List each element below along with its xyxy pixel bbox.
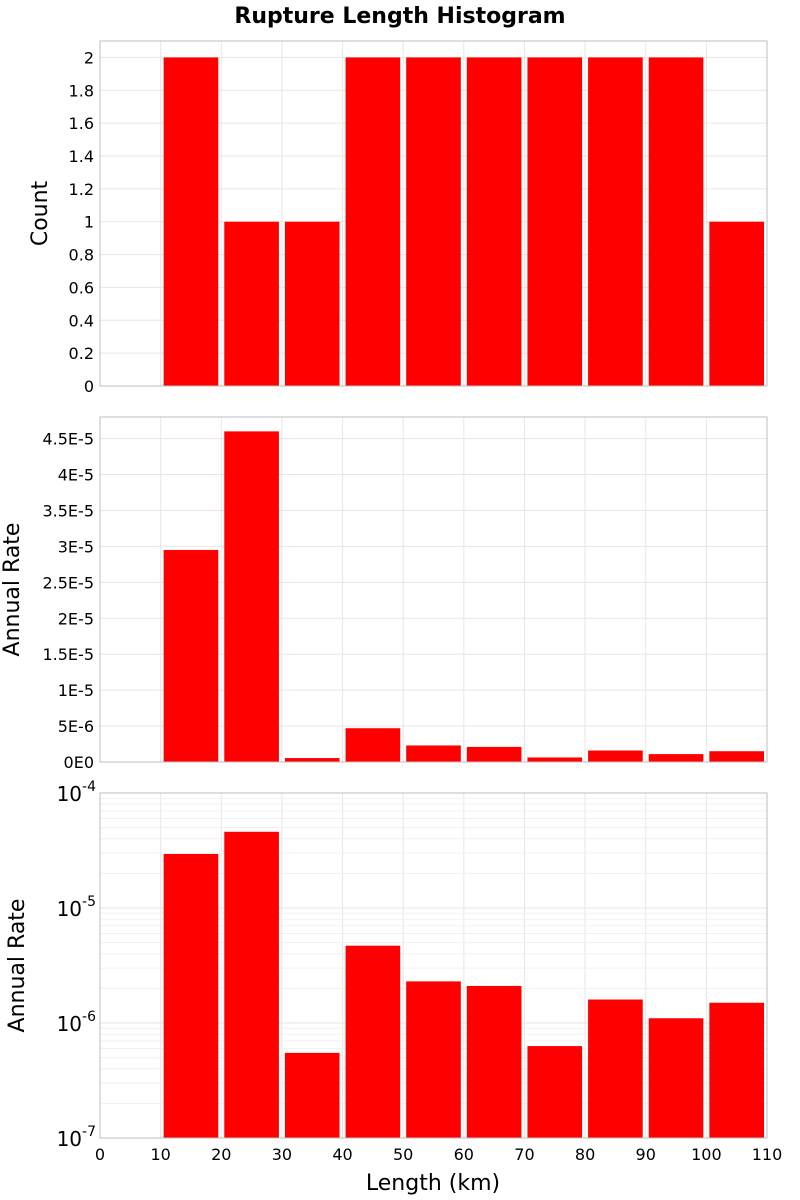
x-tick-label: 80 bbox=[575, 1145, 595, 1164]
bar bbox=[406, 57, 461, 387]
y-tick-label: 2 bbox=[84, 48, 94, 67]
bar bbox=[406, 981, 461, 1138]
plot-frame bbox=[99, 792, 768, 1139]
bar bbox=[163, 853, 219, 1138]
bar bbox=[163, 549, 219, 762]
y-tick-label: 3E-5 bbox=[58, 537, 94, 556]
grid-lines bbox=[99, 417, 768, 763]
bar bbox=[466, 57, 522, 387]
x-tick-label: 60 bbox=[454, 1145, 474, 1164]
y-tick-label: 1.4 bbox=[69, 147, 94, 166]
y-tick-label: 4E-5 bbox=[58, 466, 94, 485]
y-tick-label: 1.8 bbox=[69, 81, 94, 100]
bar bbox=[588, 57, 643, 387]
y-tick-label: 1 bbox=[84, 213, 94, 232]
y-axis-label: Annual Rate bbox=[5, 899, 30, 1033]
y-tick-label: 0 bbox=[84, 377, 94, 396]
y-tick-label: 5E-6 bbox=[58, 717, 94, 736]
y-tick-labels: 10-7 10-6 10-5 10-4 bbox=[57, 779, 97, 1151]
bar bbox=[284, 1052, 340, 1138]
bar bbox=[345, 945, 401, 1138]
x-tick-label: 50 bbox=[393, 1145, 413, 1164]
bar bbox=[709, 751, 764, 762]
y-tick-label: 10-7 bbox=[57, 1124, 96, 1151]
x-axis-label: Length (km) bbox=[366, 1171, 500, 1196]
x-tick-label: 40 bbox=[332, 1145, 352, 1164]
bar bbox=[588, 999, 643, 1138]
y-tick-label: 2E-5 bbox=[58, 609, 94, 628]
y-tick-label: 0.6 bbox=[69, 278, 94, 297]
y-tick-label: 1E-5 bbox=[58, 681, 94, 700]
x-tick-label: 0 bbox=[95, 1145, 105, 1164]
panel-3: 10-7 10-6 10-5 10-4 Annual Rate 0 10 20 30 40 50 60… bbox=[5, 779, 782, 1164]
y-tick-label: 0.4 bbox=[69, 311, 94, 330]
bars bbox=[163, 431, 764, 762]
x-tick-label: 30 bbox=[272, 1145, 292, 1164]
bar bbox=[345, 57, 401, 387]
plot-frame bbox=[99, 40, 768, 387]
bar bbox=[163, 57, 219, 387]
bars bbox=[163, 57, 764, 387]
bar bbox=[224, 221, 279, 386]
y-tick-label: 2.5E-5 bbox=[42, 573, 94, 592]
y-tick-label: 10-5 bbox=[57, 894, 96, 921]
y-tick-label: 4.5E-5 bbox=[42, 430, 94, 449]
bars bbox=[163, 831, 764, 1138]
y-tick-labels: 0E0 5E-6 1E-5 1.5E-5 2E-5 2.5E-5 3E-5 3.5E-5 4E-… bbox=[42, 430, 94, 772]
y-tick-label: 0E0 bbox=[64, 753, 94, 772]
bar bbox=[709, 1002, 764, 1138]
y-tick-label: 3.5E-5 bbox=[42, 501, 94, 520]
bar bbox=[527, 57, 583, 387]
bar bbox=[466, 746, 522, 762]
bar bbox=[648, 57, 704, 387]
bar bbox=[224, 431, 279, 762]
chart-title: Rupture Length Histogram bbox=[234, 4, 565, 29]
bar bbox=[648, 754, 704, 762]
x-tick-label: 70 bbox=[514, 1145, 534, 1164]
x-tick-labels: 0 10 20 30 40 50 60 70 80 90 100 110 bbox=[95, 1145, 782, 1164]
bar bbox=[648, 1018, 704, 1138]
x-tick-label: 110 bbox=[752, 1145, 783, 1164]
y-tick-labels: 0 0.2 0.4 0.6 0.8 1 1.2 1.4 1.6 1.8 2 bbox=[69, 48, 94, 396]
y-tick-label: 1.5E-5 bbox=[42, 645, 94, 664]
y-tick-label: 10-6 bbox=[57, 1009, 97, 1036]
y-tick-label: 0.2 bbox=[69, 344, 94, 363]
y-tick-label: 1.6 bbox=[69, 114, 94, 133]
bar bbox=[709, 221, 764, 386]
x-tick-label: 10 bbox=[150, 1145, 170, 1164]
bar bbox=[406, 745, 461, 762]
bar bbox=[527, 757, 583, 762]
y-tick-label: 0.8 bbox=[69, 246, 94, 265]
bar bbox=[588, 750, 643, 762]
bar bbox=[527, 1046, 583, 1138]
plot-frame bbox=[99, 416, 768, 763]
x-tick-label: 20 bbox=[211, 1145, 231, 1164]
y-axis-label: Annual Rate bbox=[0, 523, 25, 657]
y-tick-label: 1.2 bbox=[69, 180, 94, 199]
bar bbox=[345, 728, 401, 762]
panel-2: 0E0 5E-6 1E-5 1.5E-5 2E-5 2.5E-5 3E-5 3.5E-5 4E-… bbox=[0, 416, 768, 772]
panels: 0 0.2 0.4 0.6 0.8 1 1.2 1.4 1.6 1.8 2 Count 0E0 5E-6 1… bbox=[0, 40, 782, 1164]
y-tick-label: 10-4 bbox=[57, 779, 97, 806]
bar bbox=[224, 831, 279, 1138]
x-tick-label: 100 bbox=[691, 1145, 722, 1164]
bar bbox=[284, 758, 340, 762]
panel-1: 0 0.2 0.4 0.6 0.8 1 1.2 1.4 1.6 1.8 2 Count bbox=[28, 40, 768, 396]
y-axis-label: Count bbox=[28, 180, 53, 246]
bar bbox=[466, 985, 522, 1138]
x-tick-label: 90 bbox=[636, 1145, 656, 1164]
bar bbox=[284, 221, 340, 386]
